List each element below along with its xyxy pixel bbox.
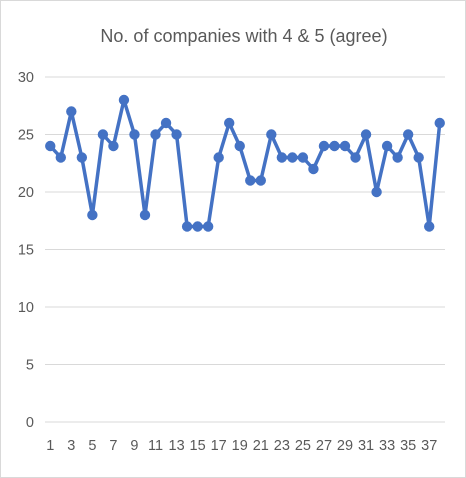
data-point xyxy=(160,117,172,129)
data-point xyxy=(129,129,140,140)
x-tick-label: 5 xyxy=(88,438,96,454)
data-point xyxy=(392,152,403,163)
data-point xyxy=(308,163,319,175)
data-point xyxy=(318,140,330,152)
x-tick-label: 17 xyxy=(211,438,227,454)
data-point xyxy=(202,221,214,232)
y-tick-label: 20 xyxy=(18,185,34,201)
x-tick-label: 13 xyxy=(169,438,185,454)
y-tick-label: 15 xyxy=(18,243,34,259)
data-point xyxy=(434,117,445,129)
x-tick-label: 11 xyxy=(148,438,163,454)
data-point xyxy=(97,129,109,140)
x-tick-label: 27 xyxy=(316,438,332,454)
x-tick-label: 7 xyxy=(109,438,117,454)
x-tick-label: 29 xyxy=(337,438,353,454)
x-tick-label: 31 xyxy=(358,438,374,454)
data-point xyxy=(171,129,182,140)
data-point xyxy=(255,175,266,186)
series-line xyxy=(48,98,442,229)
data-point xyxy=(181,221,193,232)
data-point xyxy=(66,106,77,117)
x-tick-label: 19 xyxy=(232,438,248,454)
data-point xyxy=(224,117,235,129)
data-point xyxy=(45,140,56,152)
x-axis-tick-labels: 1 3 5 7 9 11 13 15 17 19 21 23 25 27 29 31 33 35 37 xyxy=(46,438,437,454)
y-tick-label: 0 xyxy=(26,415,34,431)
data-point xyxy=(139,209,151,221)
data-point xyxy=(150,129,161,140)
x-tick-label: 3 xyxy=(67,438,75,454)
data-point xyxy=(276,152,288,163)
data-point xyxy=(192,221,203,232)
data-point xyxy=(118,94,130,106)
x-tick-label: 35 xyxy=(400,438,416,454)
y-tick-label: 5 xyxy=(26,358,34,374)
data-point xyxy=(297,152,309,163)
data-point xyxy=(55,152,66,163)
data-point xyxy=(76,152,88,163)
x-tick-label: 21 xyxy=(253,438,269,454)
x-tick-label: 23 xyxy=(274,438,290,454)
y-axis-tick-labels: 0 5 10 15 20 25 30 xyxy=(18,70,34,431)
chart-title: No. of companies with 4 & 5 (agree) xyxy=(100,26,387,46)
data-point xyxy=(234,140,245,152)
data-point xyxy=(87,209,98,221)
data-point xyxy=(108,140,119,152)
data-point xyxy=(371,186,382,198)
data-point xyxy=(350,152,361,163)
data-point xyxy=(245,175,256,186)
data-point xyxy=(424,221,435,232)
x-tick-label: 33 xyxy=(379,438,395,454)
data-point xyxy=(360,129,372,140)
series-line-path xyxy=(48,98,442,229)
x-tick-label: 37 xyxy=(421,438,437,454)
data-point xyxy=(339,140,351,152)
x-tick-label: 15 xyxy=(190,438,206,454)
data-point xyxy=(413,152,424,163)
y-tick-label: 30 xyxy=(18,70,34,86)
data-point xyxy=(329,140,340,152)
data-point xyxy=(213,152,224,163)
data-point xyxy=(266,129,277,140)
series-markers xyxy=(45,94,445,232)
x-tick-label: 25 xyxy=(295,438,311,454)
y-tick-label: 10 xyxy=(18,300,34,316)
x-tick-label: 1 xyxy=(46,438,54,454)
data-point xyxy=(287,152,298,163)
y-tick-label: 25 xyxy=(18,128,34,144)
data-point xyxy=(402,129,414,140)
gridlines xyxy=(45,76,445,423)
data-point xyxy=(381,140,393,152)
x-tick-label: 9 xyxy=(130,438,138,454)
